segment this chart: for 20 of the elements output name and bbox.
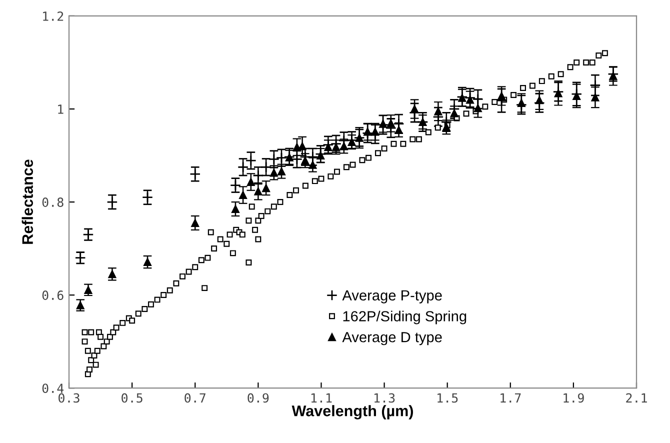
legend-label: 162P/Siding Spring [343,310,466,324]
y-tick-label: 0.6 [42,290,64,300]
x-tick-label: 0.7 [184,393,206,403]
x-tick-label: 1.3 [374,393,395,403]
legend-label: Average P-type [342,290,442,304]
x-tick-label: 1.7 [500,393,521,402]
y-axis-title: Reflectance [22,160,33,244]
legend-label: Average D type [342,332,442,346]
x-tick-label: 0.9 [248,393,269,403]
x-tick-label: 0.5 [122,393,142,403]
x-tick-label: 0.3 [58,393,80,403]
y-tick-label: 0.8 [42,198,64,207]
x-tick-label: 1.5 [438,393,458,403]
x-tick-label: 1.1 [311,393,332,402]
x-tick-label: 2.1 [626,393,647,402]
x-tick-label: 1.9 [564,393,584,403]
y-tick-label: 1.2 [43,11,64,21]
x-axis-title: Wavelength (µm) [292,405,413,420]
y-tick-label: 0.4 [42,384,64,394]
y-tick-label: 1 [58,104,64,114]
